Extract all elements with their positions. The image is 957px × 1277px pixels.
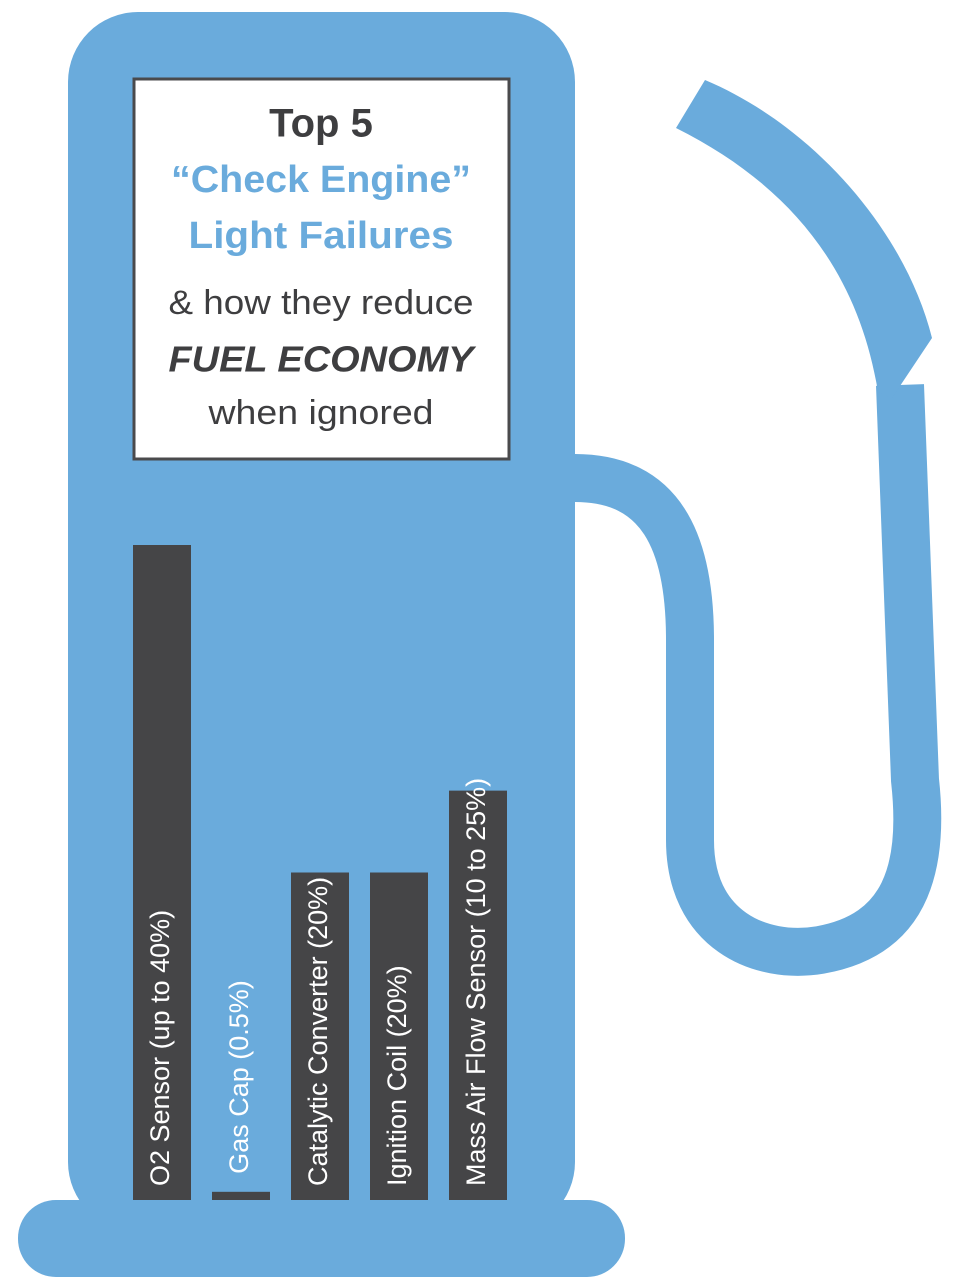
bar-label: Catalytic Converter (20%) — [303, 877, 333, 1186]
subtitle-line: when ignored — [207, 394, 433, 432]
bar-label: O2 Sensor (up to 40%) — [145, 910, 175, 1186]
pump-base — [18, 1200, 625, 1277]
hose — [575, 385, 917, 952]
nozzle — [676, 80, 932, 398]
bar-label: Gas Cap (0.5%) — [224, 980, 254, 1174]
chart: Top 5 “Check Engine” Light Failures & ho… — [0, 0, 957, 1277]
title-line: Top 5 — [269, 102, 373, 146]
subtitle-line: FUEL ECONOMY — [169, 339, 477, 380]
subtitle-line: & how they reduce — [169, 284, 474, 322]
bar — [212, 1192, 270, 1200]
title-line: “Check Engine” — [171, 159, 471, 201]
page: Top 5 “Check Engine” Light Failures & ho… — [0, 0, 957, 1277]
bar-label: Mass Air Flow Sensor (10 to 25%) — [461, 778, 491, 1186]
title-line: Light Failures — [189, 215, 454, 257]
bar-label: Ignition Coil (20%) — [382, 965, 412, 1186]
